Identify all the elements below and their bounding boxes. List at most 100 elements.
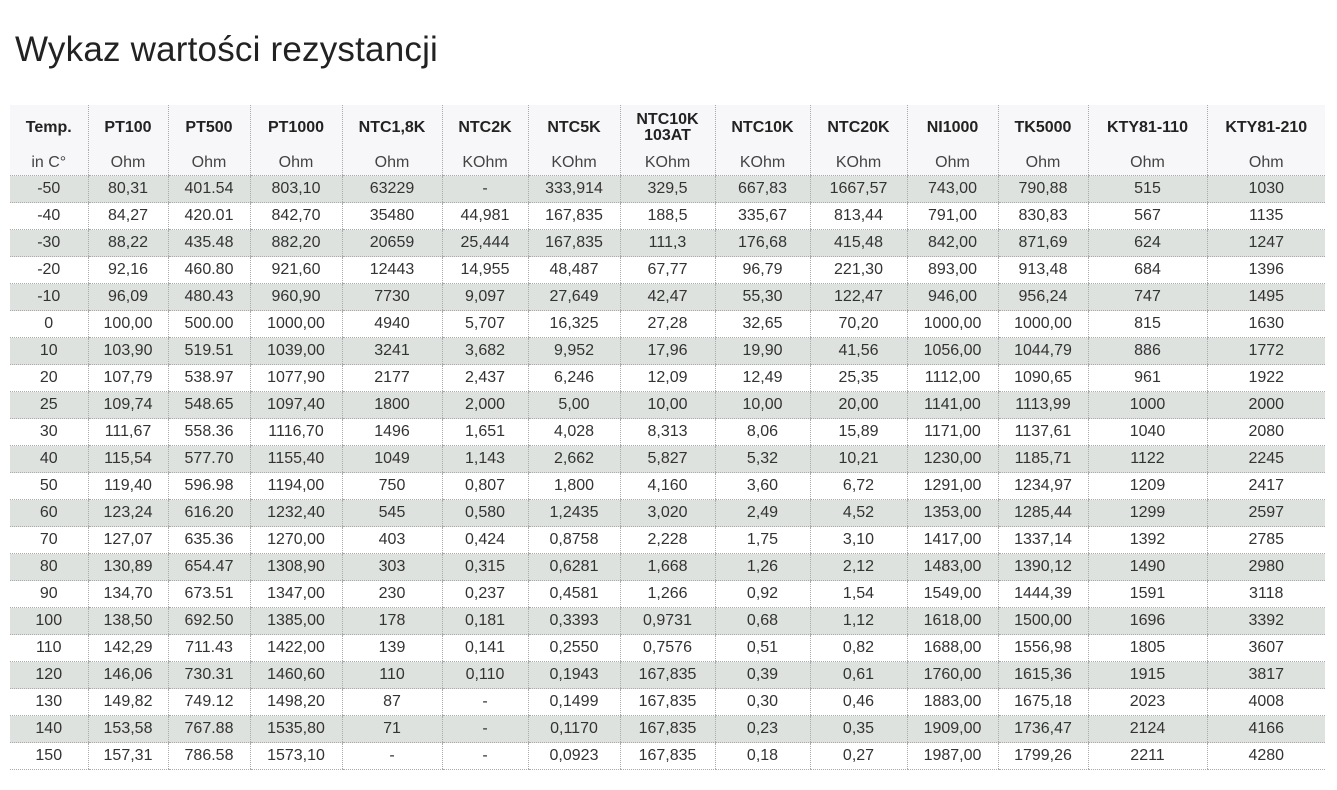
resistance-cell: 329,5 <box>619 175 715 203</box>
resistance-cell: 1044,79 <box>997 337 1088 365</box>
resistance-cell: 221,30 <box>809 256 907 284</box>
table-row: 130 149,82 749.12 1498,20 87-0,1499 167,835 0,… <box>10 688 1325 716</box>
resistance-cell: 1141,00 <box>906 391 998 419</box>
resistance-cell: 5,00 <box>527 391 620 419</box>
table-row: 25 109,74 548.65 1097,40 1800 2,000 5,00 10,00 1… <box>10 391 1325 419</box>
resistance-cell: 0,61 <box>809 661 907 689</box>
table-row: 20 107,79 538.97 1077,90 2177 2,437 6,246 12,09… <box>10 364 1325 392</box>
unit-label: KOhm <box>619 150 715 176</box>
resistance-cell: 1299 <box>1087 499 1207 527</box>
resistance-cell: 20659 <box>341 229 442 257</box>
resistance-cell: 1883,00 <box>906 688 998 716</box>
resistance-cell: 0,1499 <box>527 688 620 716</box>
column-header: NTC10K 103AT <box>619 105 715 150</box>
resistance-cell: 1077,90 <box>249 364 342 392</box>
resistance-cell: 1909,00 <box>906 715 998 743</box>
resistance-cell: 0,4581 <box>527 580 620 608</box>
table-row: 100 138,50 692.50 1385,00 178 0,181 0,3393 0,97… <box>10 607 1325 635</box>
resistance-cell: 0,7576 <box>619 634 715 662</box>
resistance-cell: 188,5 <box>619 202 715 230</box>
temperature-cell: -30 <box>10 229 88 257</box>
resistance-cell: 0,110 <box>441 661 528 689</box>
table-row: 110 142,29 711.43 1422,00 139 0,141 0,2550 0,75… <box>10 634 1325 662</box>
table-row: 80 130,89 654.47 1308,90 303 0,315 0,6281 1,668… <box>10 553 1325 581</box>
temperature-cell: 110 <box>10 634 88 662</box>
resistance-cell: 830,83 <box>997 202 1088 230</box>
resistance-cell: 0,141 <box>441 634 528 662</box>
temperature-cell: -20 <box>10 256 88 284</box>
resistance-cell: 730.31 <box>167 661 250 689</box>
resistance-cell: 5,827 <box>619 445 715 473</box>
resistance-cell: 815 <box>1087 310 1207 338</box>
unit-label: Ohm <box>249 150 342 176</box>
resistance-cell: 12,49 <box>714 364 810 392</box>
resistance-cell: 500.00 <box>167 310 250 338</box>
unit-label: KOhm <box>441 150 528 176</box>
resistance-cell: 55,30 <box>714 283 810 311</box>
resistance-cell: 1483,00 <box>906 553 998 581</box>
resistance-cell: 921,60 <box>249 256 342 284</box>
resistance-cell: 157,31 <box>87 742 168 770</box>
resistance-cell: 2211 <box>1087 742 1207 770</box>
temperature-cell: -50 <box>10 175 88 203</box>
resistance-cell: 119,40 <box>87 472 168 500</box>
resistance-cell: 130,89 <box>87 553 168 581</box>
resistance-cell: 616.20 <box>167 499 250 527</box>
resistance-cell: 786.58 <box>167 742 250 770</box>
unit-label: Ohm <box>1087 150 1207 176</box>
resistance-cell: 48,487 <box>527 256 620 284</box>
resistance-cell: 747 <box>1087 283 1207 311</box>
resistance-cell: 1498,20 <box>249 688 342 716</box>
resistance-cell: 1460,60 <box>249 661 342 689</box>
resistance-cell: 2,000 <box>441 391 528 419</box>
temperature-cell: 140 <box>10 715 88 743</box>
resistance-cell: 1,266 <box>619 580 715 608</box>
resistance-cell: 149,82 <box>87 688 168 716</box>
resistance-cell: 0,237 <box>441 580 528 608</box>
resistance-cell: 2080 <box>1206 418 1325 446</box>
temperature-cell: 80 <box>10 553 88 581</box>
resistance-cell: 4,160 <box>619 472 715 500</box>
resistance-cell: 4008 <box>1206 688 1325 716</box>
resistance-cell: 3,60 <box>714 472 810 500</box>
table-row: -10 96,09 480.43 960,90 7730 9,097 27,649 42,47… <box>10 283 1325 311</box>
column-header: PT1000 <box>249 105 342 150</box>
resistance-cell: 14,955 <box>441 256 528 284</box>
column-header: Temp. <box>10 105 88 150</box>
resistance-cell: 35480 <box>341 202 442 230</box>
resistance-cell: 1040 <box>1087 418 1207 446</box>
column-header: NTC5K <box>527 105 620 150</box>
resistance-cell: 1,2435 <box>527 499 620 527</box>
resistance-cell: 3392 <box>1206 607 1325 635</box>
resistance-cell: 635.36 <box>167 526 250 554</box>
resistance-cell: 1800 <box>341 391 442 419</box>
resistance-cell: 1667,57 <box>809 175 907 203</box>
resistance-cell: 63229 <box>341 175 442 203</box>
table-row: 40 115,54 577.70 1155,40 1049 1,143 2,662 5,827… <box>10 445 1325 473</box>
resistance-cell: 16,325 <box>527 310 620 338</box>
resistance-cell: 1000,00 <box>997 310 1088 338</box>
resistance-cell: 3118 <box>1206 580 1325 608</box>
resistance-cell: 4166 <box>1206 715 1325 743</box>
table-row: -20 92,16 460.80 921,60 12443 14,955 48,487 67,… <box>10 256 1325 284</box>
resistance-cell: 1116,70 <box>249 418 342 446</box>
resistance-cell: 15,89 <box>809 418 907 446</box>
resistance-cell: 961 <box>1087 364 1207 392</box>
resistance-cell: - <box>441 688 528 716</box>
resistance-cell: 10,21 <box>809 445 907 473</box>
temperature-cell: 25 <box>10 391 88 419</box>
resistance-cell: 4,028 <box>527 418 620 446</box>
resistance-cell: 803,10 <box>249 175 342 203</box>
resistance-cell: 1285,44 <box>997 499 1088 527</box>
unit-label: Ohm <box>87 150 168 176</box>
resistance-cell: 96,79 <box>714 256 810 284</box>
resistance-cell: 1556,98 <box>997 634 1088 662</box>
resistance-cell: 167,835 <box>619 661 715 689</box>
resistance-cell: 12,09 <box>619 364 715 392</box>
resistance-cell: 1113,99 <box>997 391 1088 419</box>
resistance-cell: 0,6281 <box>527 553 620 581</box>
temperature-cell: 130 <box>10 688 88 716</box>
resistance-cell: 1247 <box>1206 229 1325 257</box>
temperature-cell: 90 <box>10 580 88 608</box>
unit-label: Ohm <box>906 150 998 176</box>
